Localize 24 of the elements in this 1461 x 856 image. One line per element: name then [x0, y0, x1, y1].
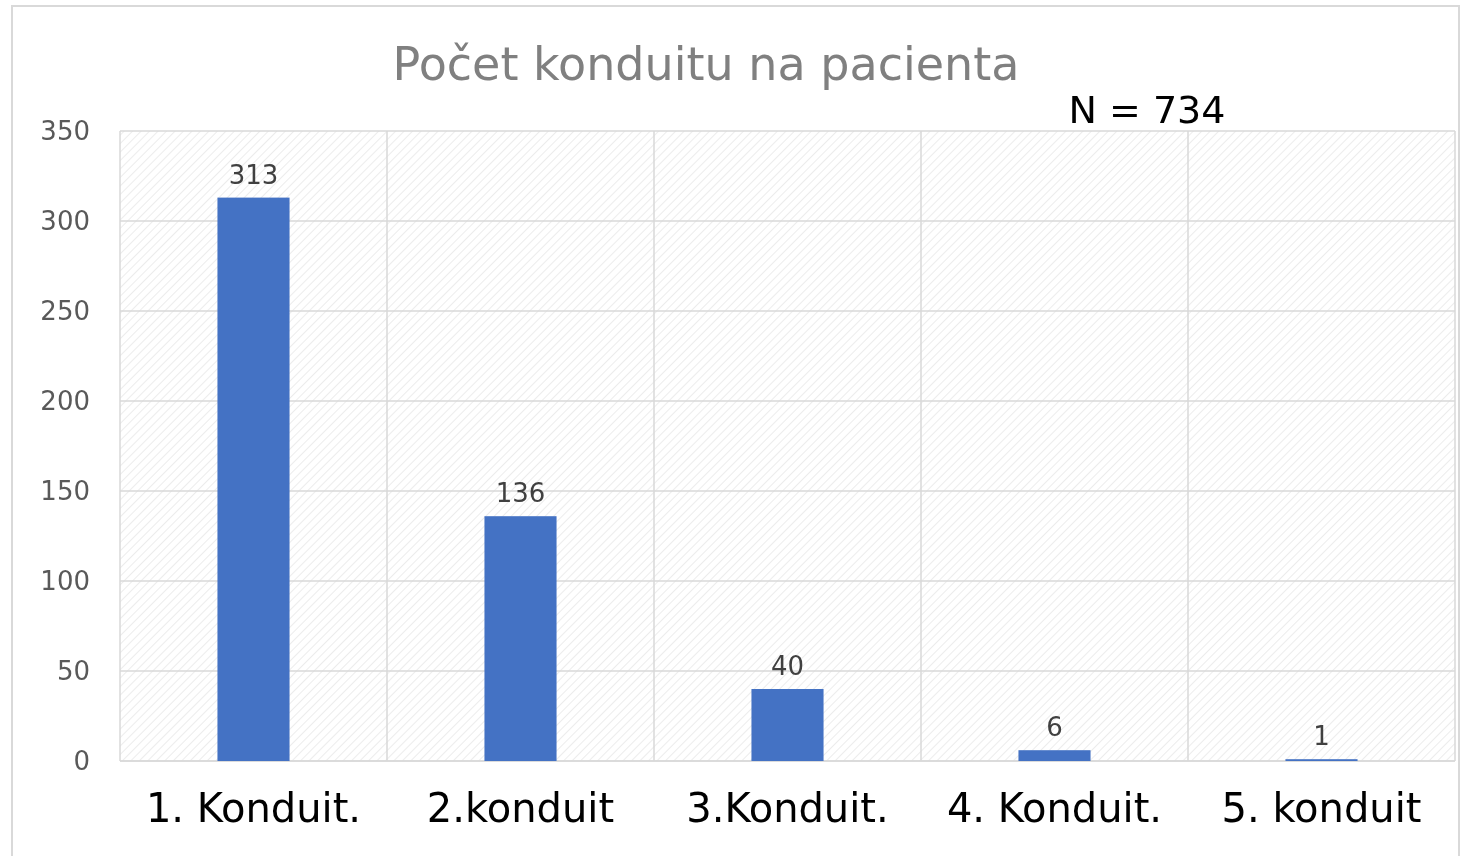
x-tick-label: 4. Konduit.	[946, 785, 1163, 831]
bar	[1018, 750, 1091, 761]
y-tick-label: 150	[40, 476, 90, 507]
y-tick-label: 250	[40, 296, 90, 327]
bar	[751, 689, 824, 761]
y-tick-label: 0	[73, 746, 90, 777]
x-tick-label: 3.Konduit.	[686, 785, 889, 831]
y-tick-label: 50	[56, 656, 90, 687]
data-label: 136	[495, 478, 546, 509]
y-tick-label: 100	[40, 566, 90, 597]
y-tick-label: 350	[40, 116, 90, 147]
x-tick-label: 1. Konduit.	[145, 785, 362, 831]
x-tick-label: 2.konduit	[426, 785, 615, 831]
annotation: N = 734	[1068, 88, 1226, 133]
y-tick-label: 300	[40, 206, 90, 237]
x-tick-label: 5. konduit	[1221, 785, 1422, 831]
y-tick-label: 200	[40, 386, 90, 417]
chart-title: Počet konduitu na pacienta	[392, 37, 1020, 92]
data-label: 6	[1046, 712, 1063, 743]
data-label: 1	[1313, 721, 1330, 752]
bar	[484, 516, 557, 761]
bar	[217, 197, 290, 761]
data-label: 40	[770, 651, 805, 681]
data-label: 313	[228, 159, 279, 190]
